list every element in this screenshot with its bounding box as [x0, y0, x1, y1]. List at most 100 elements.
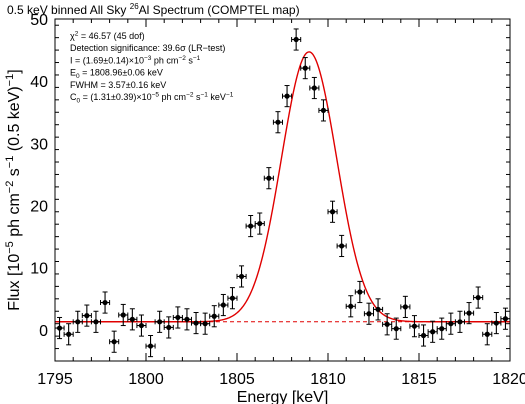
annotation-continuum: C0 = (1.31±0.39)×10−5 ph cm−2 s−1 keV−1 — [70, 92, 234, 105]
data-marker — [457, 319, 463, 325]
data-marker — [493, 320, 499, 326]
data-marker — [448, 321, 454, 327]
data-marker — [184, 316, 190, 322]
annotation-significance: Detection significance: 39.6σ (LR−test) — [70, 43, 225, 53]
data-point — [127, 308, 138, 331]
data-marker — [430, 329, 436, 335]
data-point — [336, 234, 347, 258]
data-point — [391, 317, 402, 340]
data-point — [209, 305, 220, 328]
x-axis-label: Energy [keV] — [237, 389, 329, 404]
data-point — [445, 312, 456, 335]
data-point — [136, 314, 147, 337]
data-point — [227, 287, 238, 310]
data-marker — [348, 303, 354, 309]
x-tick-label: 1800 — [128, 371, 164, 388]
data-marker — [56, 325, 63, 331]
annotation-chi2: χ2 = 46.57 (45 dof) — [70, 31, 145, 42]
data-marker — [420, 332, 427, 339]
x-tick-label: 1795 — [37, 371, 73, 388]
data-point — [191, 311, 202, 335]
data-point — [400, 295, 411, 318]
data-marker — [439, 326, 445, 332]
data-point — [109, 330, 120, 353]
annotation-fwhm: FWHM = 3.57±0.16 keV — [70, 80, 166, 90]
data-marker — [120, 312, 126, 318]
data-marker — [229, 295, 236, 301]
data-point — [409, 315, 420, 338]
data-marker — [175, 314, 181, 321]
data-marker — [75, 319, 81, 325]
fit-layer — [55, 51, 510, 323]
data-marker — [138, 322, 145, 329]
data-point — [482, 323, 493, 346]
data-marker — [329, 209, 336, 215]
data-point — [382, 313, 393, 336]
y-tick-label: 20 — [30, 199, 48, 216]
data-marker — [484, 331, 490, 337]
data-marker — [266, 175, 272, 181]
data-marker — [102, 299, 108, 306]
x-tick-label: 1815 — [401, 371, 437, 388]
data-point — [200, 312, 211, 335]
data-point — [500, 307, 511, 330]
data-marker — [129, 316, 135, 322]
data-point — [63, 323, 74, 346]
data-marker — [302, 65, 308, 71]
data-point — [436, 317, 447, 340]
data-point — [272, 111, 283, 134]
data-marker — [366, 311, 372, 317]
data-marker — [193, 320, 199, 326]
data-point — [263, 167, 274, 190]
data-point — [163, 316, 174, 339]
data-points — [54, 28, 511, 358]
data-marker — [166, 324, 172, 331]
fit-annotations: χ2 = 46.57 (45 dof)Detection significanc… — [70, 31, 234, 105]
y-tick-label: 10 — [30, 261, 48, 278]
data-marker — [93, 319, 99, 325]
data-point — [54, 316, 65, 340]
data-marker — [339, 243, 345, 249]
data-point — [254, 212, 265, 235]
data-marker — [357, 289, 363, 295]
data-point — [72, 310, 83, 333]
data-point — [327, 200, 338, 223]
plot-frame — [54, 18, 511, 362]
data-marker — [311, 85, 317, 91]
y-tick-label: 50 — [30, 12, 48, 29]
data-point — [172, 306, 183, 329]
data-marker — [466, 310, 472, 316]
y-tick-label: 0 — [39, 323, 48, 340]
data-point — [418, 324, 429, 347]
data-marker — [393, 326, 399, 332]
data-point — [354, 280, 365, 304]
data-marker — [147, 343, 154, 349]
data-point — [454, 310, 465, 333]
y-axis-label: Flux [10−5 ph cm−2 s−1 (0.5 keV)−1] — [4, 69, 23, 310]
data-marker — [411, 323, 418, 329]
data-point — [373, 298, 384, 321]
x-tick-label: 1810 — [310, 371, 346, 388]
data-marker — [475, 294, 481, 301]
data-marker — [66, 331, 72, 337]
data-marker — [257, 220, 263, 227]
data-marker — [202, 321, 208, 327]
data-marker — [111, 339, 117, 345]
data-marker — [402, 304, 408, 310]
y-tick-label: 30 — [30, 136, 48, 153]
data-point — [236, 265, 247, 288]
data-marker — [248, 223, 254, 229]
annotation-intensity: I = (1.69±0.14)×10−3 ph cm−2 s−1 — [70, 55, 201, 66]
x-tick-label: 1805 — [219, 371, 255, 388]
data-point — [100, 291, 111, 314]
data-point — [145, 335, 156, 358]
annotation-energy: E0 = 1808.96±0.06 keV — [70, 68, 163, 81]
data-point — [427, 320, 438, 343]
data-point — [81, 304, 92, 327]
data-point — [318, 99, 329, 122]
data-point — [218, 293, 229, 317]
data-marker — [375, 306, 381, 312]
data-point — [181, 308, 192, 331]
data-marker — [275, 119, 281, 125]
data-point — [291, 28, 302, 51]
